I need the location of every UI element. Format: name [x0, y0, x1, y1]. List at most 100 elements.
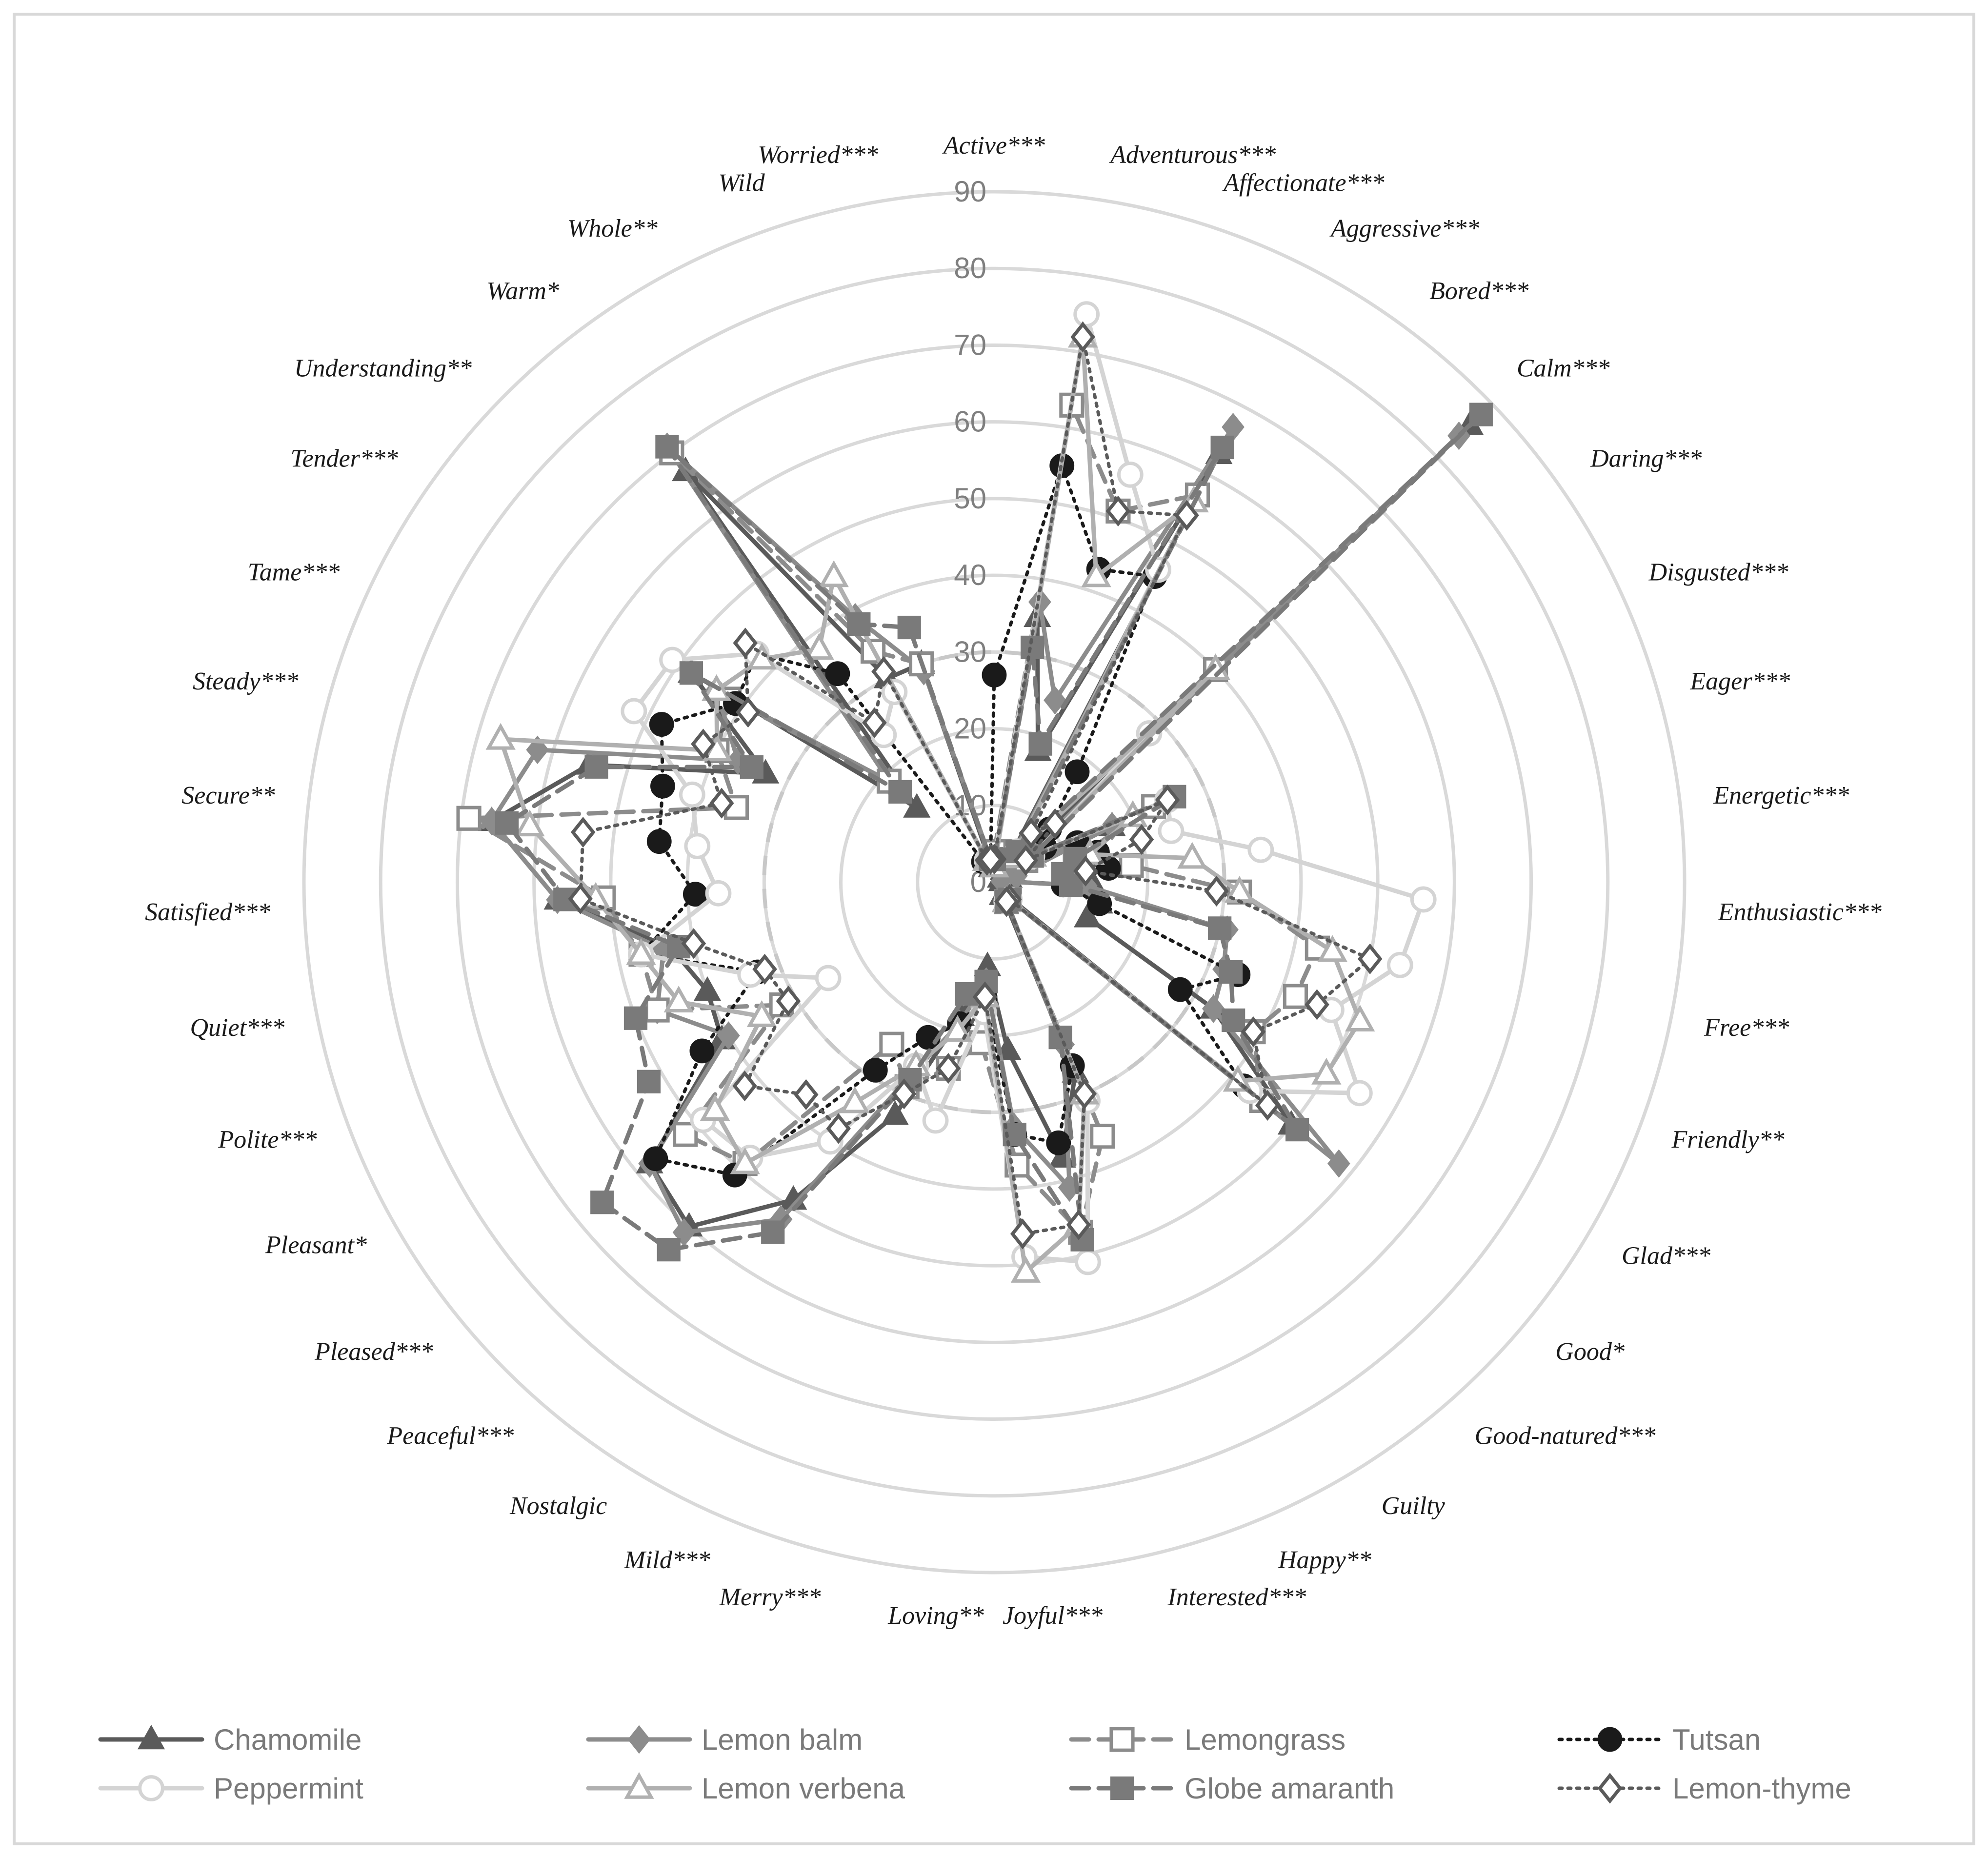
legend-label-lemon-balm: Lemon balm	[702, 1723, 863, 1756]
point-globe-amaranth-31	[584, 755, 608, 779]
legend-item-globe-amaranth: Globe amaranth	[1068, 1766, 1394, 1810]
point-lemon-thyme-34	[733, 627, 758, 659]
point-globe-amaranth-33	[679, 661, 703, 685]
point-chamomile-34	[903, 793, 931, 818]
point-lemon-thyme-1	[1070, 322, 1095, 353]
point-tutsan-13	[1167, 977, 1193, 1002]
point-lemon-verbena-34	[747, 643, 777, 670]
point-globe-amaranth-11	[1208, 916, 1232, 940]
point-lemon-thyme-14	[1255, 1090, 1280, 1121]
point-peppermint-13	[1346, 1080, 1373, 1107]
point-lemon-balm-26	[717, 1021, 740, 1050]
legend-marker-lemon-thyme	[1597, 1773, 1623, 1804]
tick-label-40: 40	[954, 559, 986, 591]
point-lemon-thyme-4	[1019, 817, 1044, 849]
point-lemon-verbena-28	[626, 938, 656, 965]
category-label-23: Nostalgic	[509, 1492, 607, 1520]
legend-marker-lemon-balm	[627, 1725, 651, 1754]
legend-label-globe-amaranth: Globe amaranth	[1185, 1772, 1395, 1805]
point-globe-amaranth-3	[1210, 435, 1234, 460]
point-lemon-verbena-11	[1317, 935, 1347, 962]
point-peppermint-33	[659, 646, 686, 673]
point-lemon-verbena-19	[1010, 1256, 1041, 1283]
point-tutsan-31	[650, 773, 675, 799]
point-tutsan-18	[1046, 1130, 1071, 1155]
point-globe-amaranth-34	[888, 780, 912, 804]
legend-swatch-tutsan	[1557, 1727, 1663, 1752]
point-lemongrass-30	[456, 806, 482, 831]
point-lemon-thyme-29	[568, 883, 593, 914]
point-lemon-thyme-18	[1066, 1209, 1091, 1240]
category-label-3: Aggressive***	[1329, 215, 1479, 242]
category-label-32: Tame***	[248, 558, 340, 586]
category-label-4: Bored***	[1429, 277, 1528, 305]
point-globe-amaranth-5	[1469, 403, 1493, 426]
point-peppermint-26	[815, 965, 842, 991]
category-label-5: Calm***	[1517, 354, 1610, 382]
category-label-0: Active***	[942, 132, 1045, 160]
point-lemon-thyme-3	[1174, 500, 1199, 531]
category-label-14: Good*	[1555, 1338, 1625, 1366]
category-label-35: Warm*	[487, 277, 559, 305]
point-lemon-thyme-31	[709, 788, 734, 819]
category-label-28: Quiet***	[190, 1014, 284, 1042]
category-label-8: Eager***	[1689, 667, 1790, 695]
point-lemon-thyme-32	[691, 728, 716, 760]
point-lemon-thyme-23	[826, 1113, 851, 1144]
point-globe-amaranth-2	[1028, 732, 1052, 756]
legend-marker-tutsan	[1597, 1727, 1623, 1752]
legend-item-lemon-balm: Lemon balm	[585, 1717, 863, 1761]
point-lemon-thyme-20	[972, 981, 998, 1012]
category-label-10: Enthusiastic***	[1718, 898, 1882, 926]
series-lemon-thyme	[568, 322, 1383, 1250]
tick-label-20: 20	[954, 712, 986, 745]
point-lemongrass-17	[1090, 1124, 1115, 1149]
point-globe-amaranth-14	[1285, 1118, 1309, 1142]
point-globe-amaranth-13	[1222, 1008, 1245, 1032]
tick-label-50: 50	[954, 482, 986, 515]
radar-series	[456, 301, 1493, 1283]
category-label-29: Satisfied***	[145, 898, 270, 926]
point-globe-amaranth-32	[740, 755, 763, 779]
point-globe-amaranth-30	[495, 811, 519, 835]
legend-marker-globe-amaranth	[1110, 1776, 1134, 1800]
category-label-24: Peaceful***	[386, 1422, 514, 1450]
tick-label-80: 80	[954, 252, 986, 284]
point-lemongrass-23	[879, 1031, 904, 1057]
point-tutsan-0	[982, 663, 1007, 687]
legend-label-lemongrass: Lemongrass	[1185, 1723, 1346, 1756]
legend-swatch-lemongrass	[1069, 1727, 1175, 1752]
point-chamomile-22	[881, 1100, 909, 1125]
point-tutsan-4	[1064, 759, 1090, 785]
point-lemon-thyme-27	[752, 953, 777, 985]
legend-swatch-lemon-thyme	[1557, 1773, 1663, 1804]
category-label-34: Understanding**	[294, 354, 472, 382]
category-label-9: Energetic***	[1713, 782, 1849, 809]
point-peppermint-18	[1074, 1249, 1101, 1275]
legend-swatch-lemon-verbena	[586, 1772, 692, 1799]
grid-circle-50	[609, 497, 1380, 1268]
point-peppermint-9	[1247, 836, 1274, 863]
tick-label-60: 60	[954, 405, 986, 438]
point-lemon-thyme-35	[862, 707, 887, 738]
point-tutsan-26	[689, 1038, 715, 1064]
category-label-7: Disgusted***	[1648, 558, 1788, 586]
legend: Chamomile Lemon balm Lemongrass Tutsan Peppe…	[98, 1717, 1932, 1815]
point-lemon-thyme-10	[1204, 875, 1229, 907]
point-lemon-verbena-12	[1345, 1005, 1375, 1032]
legend-marker-lemongrass	[1109, 1727, 1135, 1752]
point-peppermint-21	[922, 1107, 949, 1134]
category-label-31: Steady***	[193, 667, 299, 695]
point-globe-amaranth-25	[590, 1191, 614, 1214]
point-lemongrass-27	[644, 997, 670, 1023]
point-lemon-verbena-36	[819, 560, 849, 587]
point-lemon-thyme-11	[1357, 943, 1383, 974]
category-label-19: Joyful***	[1003, 1602, 1103, 1630]
point-lemon-verbena-13	[1311, 1057, 1342, 1085]
point-lemon-verbena-27	[663, 986, 694, 1013]
point-lemon-thyme-17	[1072, 1078, 1097, 1110]
point-peppermint-1	[1073, 301, 1100, 328]
point-lemon-thyme-28	[681, 928, 706, 959]
point-lemon-thyme-33	[736, 697, 761, 728]
point-globe-amaranth-23	[761, 1220, 785, 1244]
